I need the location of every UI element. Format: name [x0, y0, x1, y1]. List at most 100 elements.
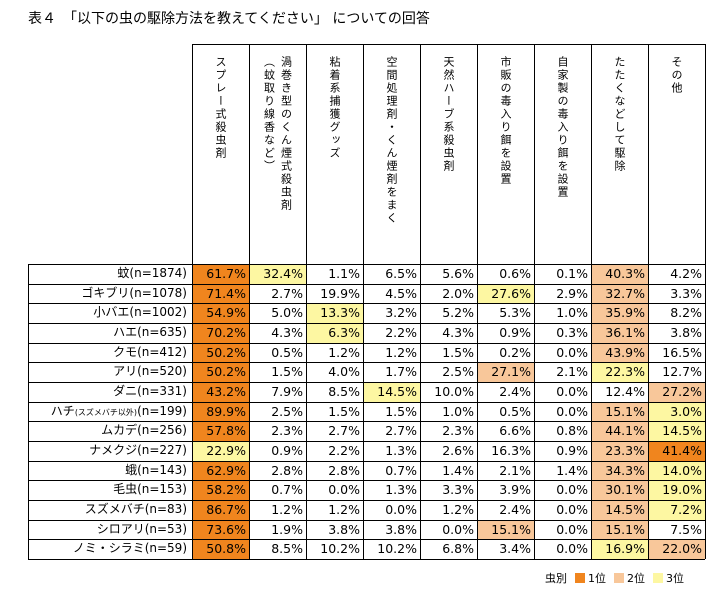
- data-cell: 1.4%: [442, 462, 474, 478]
- row-label: 毛虫(n=153): [28, 480, 192, 500]
- data-cell: 1.2%: [385, 344, 417, 360]
- row-label: 小バエ(n=1002): [28, 303, 192, 323]
- grid-line: [28, 264, 29, 560]
- row-label: ダニ(n=331): [28, 382, 192, 402]
- data-cell: 4.2%: [670, 266, 702, 281]
- data-cell: 2.1%: [499, 462, 531, 478]
- data-cell: 0.9%: [271, 443, 303, 459]
- data-cell: 2.2%: [328, 443, 360, 459]
- data-cell: 10.0%: [434, 384, 474, 400]
- column-header: 空間処理剤・くん煙剤をまく: [363, 44, 420, 264]
- data-cell: 0.8%: [556, 423, 588, 439]
- data-cell: 1.3%: [385, 482, 417, 498]
- data-cell: 6.8%: [442, 541, 474, 557]
- data-cell: 22.0%: [648, 539, 705, 560]
- column-header: その他: [648, 44, 705, 264]
- data-cell: 2.8%: [271, 462, 303, 478]
- data-cell: 5.2%: [442, 305, 474, 321]
- data-cell: 32.7%: [591, 283, 648, 304]
- row-label-text: 蛾(n=143): [125, 462, 187, 477]
- data-cell: 15.1%: [591, 401, 648, 422]
- data-cell: 1.2%: [328, 344, 360, 360]
- column-header: たたくなどして駆除: [591, 44, 648, 264]
- data-cell: 15.1%: [591, 519, 648, 540]
- row-label-text: 小バエ(n=1002): [93, 305, 187, 320]
- row-label-text: スズメバチ(n=83): [84, 502, 187, 517]
- data-cell: 8.2%: [670, 305, 702, 321]
- data-cell: 0.1%: [556, 266, 588, 281]
- data-cell: 2.7%: [385, 423, 417, 439]
- column-header-label: 渦巻き型のくん煙式殺虫剤（蚊取り線香など）: [262, 56, 293, 212]
- data-cell: 2.3%: [271, 423, 303, 439]
- grid-line: [192, 44, 193, 560]
- row-label: ハエ(n=635): [28, 323, 192, 343]
- row-label-n: (n=199): [137, 403, 187, 418]
- data-cell: 5.0%: [271, 305, 303, 321]
- data-cell: 10.2%: [377, 541, 417, 557]
- data-cell: 50.8%: [192, 539, 249, 560]
- data-cell: 1.5%: [328, 403, 360, 419]
- legend-title: 虫別: [545, 572, 567, 585]
- data-cell: 0.0%: [556, 384, 588, 400]
- data-cell: 43.2%: [192, 382, 249, 402]
- data-cell: 16.9%: [591, 539, 648, 560]
- row-label-text: ノミ・シラミ(n=59): [72, 541, 187, 556]
- row-label: シロアリ(n=53): [28, 520, 192, 540]
- grid-line: [363, 44, 364, 560]
- grid-line: [477, 44, 478, 560]
- grid-line: [28, 421, 705, 422]
- data-cell: 4.3%: [271, 325, 303, 340]
- row-label-text: ゴキブリ(n=1078): [81, 285, 187, 300]
- data-cell: 16.3%: [491, 443, 531, 459]
- data-cell: 2.9%: [556, 285, 588, 301]
- data-cell: 2.0%: [442, 285, 474, 301]
- data-cell: 2.7%: [271, 285, 303, 301]
- data-cell: 6.5%: [385, 266, 417, 281]
- data-cell: 58.2%: [192, 480, 249, 501]
- row-label-text: ダニ(n=331): [113, 384, 187, 399]
- data-cell: 1.5%: [385, 403, 417, 419]
- data-cell: 0.0%: [556, 482, 588, 498]
- data-cell: 0.0%: [385, 502, 417, 518]
- column-header: スプレー式殺虫剤: [192, 44, 249, 264]
- data-cell: 1.0%: [556, 305, 588, 321]
- data-cell: 43.9%: [591, 342, 648, 363]
- data-cell: 3.3%: [442, 482, 474, 498]
- column-header-label: 粘着系捕獲グッズ: [328, 56, 341, 160]
- data-cell: 34.3%: [591, 460, 648, 481]
- row-label: ナメクジ(n=227): [28, 441, 192, 461]
- data-cell: 3.0%: [648, 401, 705, 422]
- data-cell: 14.5%: [363, 382, 420, 402]
- data-cell: 0.9%: [556, 443, 588, 459]
- row-label: ゴキブリ(n=1078): [28, 284, 192, 304]
- data-cell: 4.5%: [385, 285, 417, 301]
- data-cell: 2.5%: [442, 364, 474, 380]
- data-cell: 27.2%: [648, 382, 705, 402]
- data-cell: 4.3%: [442, 325, 474, 340]
- grid-line: [28, 303, 705, 304]
- data-cell: 2.2%: [385, 325, 417, 340]
- grid-line: [28, 441, 705, 442]
- grid-line: [28, 264, 705, 265]
- grid-line: [420, 44, 421, 560]
- data-cell: 6.3%: [306, 323, 363, 343]
- grid-line: [306, 44, 307, 560]
- data-cell: 1.7%: [385, 364, 417, 380]
- legend-label-rank-2: 2位: [627, 572, 645, 585]
- data-cell: 0.0%: [556, 344, 588, 360]
- data-cell: 2.3%: [442, 423, 474, 439]
- data-cell: 3.2%: [385, 305, 417, 321]
- column-header-label: 市販の毒入り餌を設置: [499, 56, 512, 186]
- answer-table: スプレー式殺虫剤 渦巻き型のくん煙式殺虫剤（蚊取り線香など） 粘着系捕獲グッズ 空間処…: [28, 44, 706, 560]
- data-cell: 8.5%: [271, 541, 303, 557]
- column-header: 渦巻き型のくん煙式殺虫剤（蚊取り線香など）: [249, 44, 306, 264]
- data-cell: 2.4%: [499, 384, 531, 400]
- column-header-label: 天然ハーブ系殺虫剤: [442, 56, 455, 173]
- data-cell: 14.5%: [591, 500, 648, 520]
- data-cell: 0.0%: [328, 482, 360, 498]
- column-header: 自家製の毒入り餌を設置: [534, 44, 591, 264]
- data-cell: 61.7%: [192, 264, 249, 284]
- row-label-text: ハチ: [50, 403, 75, 418]
- row-label: ムカデ(n=256): [28, 421, 192, 441]
- legend-swatch-rank-2: [614, 573, 624, 583]
